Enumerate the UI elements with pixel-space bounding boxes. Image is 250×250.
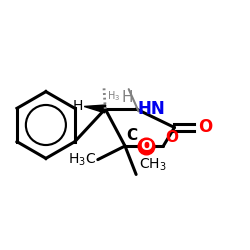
Text: HN: HN: [137, 100, 165, 118]
Text: H: H: [122, 90, 133, 106]
Polygon shape: [84, 105, 106, 113]
Text: H$_3$C: H$_3$C: [68, 152, 96, 168]
Text: O: O: [165, 130, 178, 145]
Text: CH$_3$: CH$_3$: [138, 157, 166, 173]
Text: O: O: [198, 118, 212, 136]
Text: O: O: [140, 139, 152, 153]
Text: C: C: [126, 128, 137, 143]
Text: H: H: [73, 100, 84, 114]
Text: H$_3$: H$_3$: [107, 90, 120, 104]
